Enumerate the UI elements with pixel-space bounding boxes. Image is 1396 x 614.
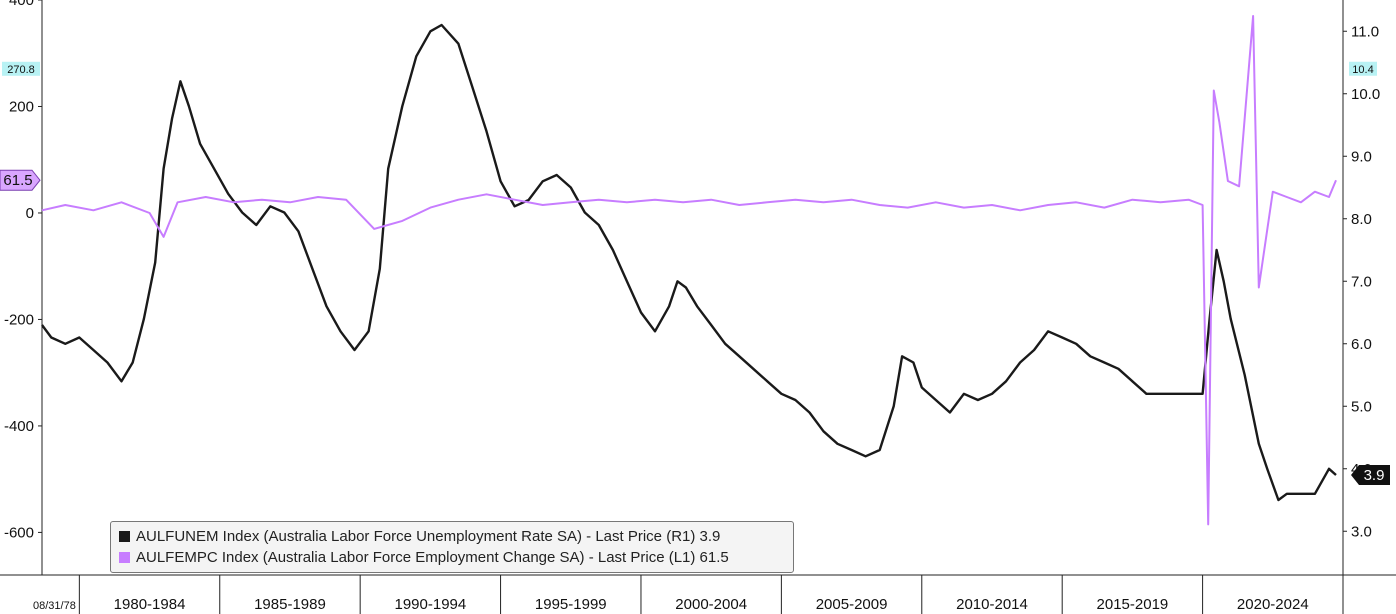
left-axis: -600 -400 -200 0 200 400: [4, 0, 42, 541]
right-tick-label: 8.0: [1351, 211, 1372, 228]
x-period-label: 1980-1984: [114, 596, 186, 613]
left-tick-label: -600: [4, 524, 34, 541]
left-tick-label: 200: [9, 98, 34, 115]
left-high-marker-label: 270.8: [7, 64, 35, 76]
right-axis: 3.04.05.06.07.08.09.010.011.0: [1343, 23, 1380, 540]
right-tick-label: 7.0: [1351, 273, 1372, 290]
right-tick-label: 9.0: [1351, 148, 1372, 165]
left-tick-label: 0: [26, 205, 34, 222]
left-tick-label: 400: [9, 0, 34, 9]
x-period-label: 1985-1989: [254, 596, 326, 613]
legend-item-employment-change: AULFEMPC Index (Australia Labor Force Em…: [119, 547, 785, 568]
marker-layer: 270.8 10.4 61.5 3.9: [0, 61, 1390, 485]
x-period-label: 2000-2004: [675, 596, 747, 613]
right-last-value-tag: [1351, 465, 1390, 485]
right-tick-label: 5.0: [1351, 398, 1372, 415]
legend-swatch-employment-change: [119, 552, 130, 563]
left-high-marker-box: [2, 61, 40, 76]
x-period-label: 2020-2024: [1237, 596, 1309, 613]
left-tick-label: -200: [4, 311, 34, 328]
right-tick-label: 6.0: [1351, 336, 1372, 353]
left-last-value-tag: [0, 169, 41, 191]
x-period-label: 1990-1994: [394, 596, 466, 613]
x-period-label: 1995-1999: [535, 596, 607, 613]
start-date-label: 08/31/78: [33, 600, 76, 612]
left-last-value-label: 61.5: [3, 172, 32, 189]
right-tick-label: 3.0: [1351, 523, 1372, 540]
x-period-label: 2005-2009: [816, 596, 888, 613]
x-period-label: 2015-2019: [1097, 596, 1169, 613]
legend-swatch-unemployment: [119, 531, 130, 542]
left-tick-label: -400: [4, 418, 34, 435]
x-period-label: 2010-2014: [956, 596, 1028, 613]
x-axis: 1980-1984 1985-1989 1990-1994 1995-1999 2000…: [78, 575, 1344, 614]
series-line-unemployment: [41, 23, 1337, 502]
series-line-employment-change: [41, 15, 1337, 526]
series-layer: [41, 15, 1337, 526]
right-last-value-label: 3.9: [1364, 467, 1385, 484]
legend-label-employment-change: AULFEMPC Index (Australia Labor Force Em…: [136, 549, 729, 566]
right-tick-label: 10.0: [1351, 86, 1380, 103]
right-high-marker-box: [1349, 61, 1377, 76]
legend: AULFUNEM Index (Australia Labor Force Un…: [110, 521, 794, 573]
legend-item-unemployment: AULFUNEM Index (Australia Labor Force Un…: [119, 526, 785, 547]
legend-label-unemployment: AULFUNEM Index (Australia Labor Force Un…: [136, 528, 721, 545]
grid: [0, 0, 1396, 576]
right-tick-label: 11.0: [1351, 23, 1379, 40]
right-high-marker-label: 10.4: [1352, 64, 1373, 76]
